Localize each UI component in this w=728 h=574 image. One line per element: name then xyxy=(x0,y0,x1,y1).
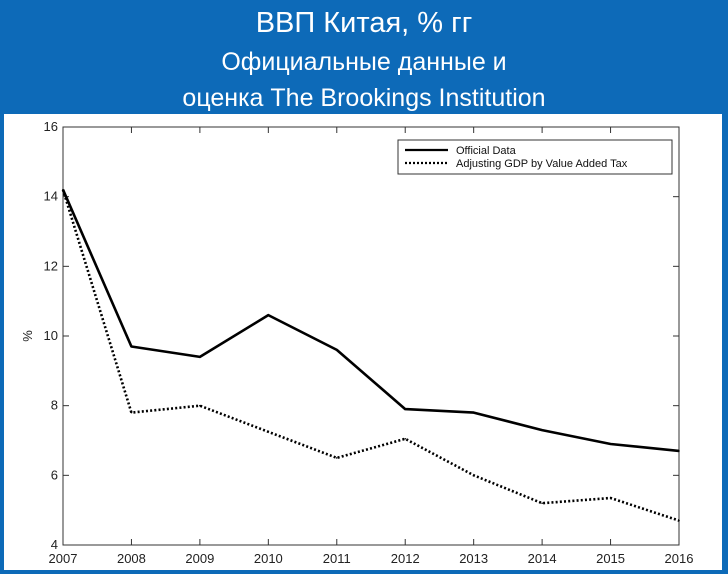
slide-title: ВВП Китая, % гг xyxy=(255,7,473,39)
x-tick-label: 2007 xyxy=(49,551,78,566)
legend-label-2: Adjusting GDP by Value Added Tax xyxy=(456,158,628,170)
y-axis-label: % xyxy=(20,330,35,342)
series-1-point xyxy=(130,345,133,348)
series-1-point xyxy=(609,443,612,445)
series-1-point xyxy=(678,450,680,452)
x-tick-label: 2011 xyxy=(323,551,351,566)
slide-subtitle-line-1: Официальные данные и xyxy=(221,48,507,76)
series-1-point xyxy=(267,314,270,316)
y-tick-label: 14 xyxy=(44,189,58,204)
series-1-point xyxy=(404,408,407,410)
chart-panel: % 4 6 8 10 12 14 16 2007 2008 2009 2010 2011 2012 201… xyxy=(4,114,722,570)
series-2-point xyxy=(130,411,133,414)
series-2-point xyxy=(678,519,680,522)
y-tick-label: 16 xyxy=(44,119,58,134)
x-tick-label: 2015 xyxy=(596,551,625,566)
slide-header: ВВП Китая, % гг Официальные данные и оце… xyxy=(0,0,728,114)
y-tick-label: 8 xyxy=(51,398,58,413)
x-tick-label: 2010 xyxy=(254,551,283,566)
x-tick-label: 2016 xyxy=(665,551,694,566)
series-2-point xyxy=(335,457,338,459)
y-tick-label: 6 xyxy=(51,467,58,482)
legend-label-1: Official Data xyxy=(456,145,517,157)
x-tick-label: 2013 xyxy=(459,551,488,566)
legend-box xyxy=(397,139,673,175)
slide-subtitle-line-2: оценка The Brookings Institution xyxy=(182,84,546,112)
series-2-point xyxy=(472,474,475,477)
y-tick-label: 12 xyxy=(44,258,58,273)
chart-axes: % xyxy=(20,126,680,546)
series-2-point xyxy=(62,188,64,191)
line-chart: % 4 6 8 10 12 14 16 2007 2008 2009 2010 2011 2012 201… xyxy=(20,119,694,566)
x-tick-label: 2008 xyxy=(117,551,146,566)
y-tick-label: 10 xyxy=(44,328,58,343)
series-2-point xyxy=(199,404,201,407)
series-2-point xyxy=(267,430,270,433)
x-tick-label: 2014 xyxy=(528,551,557,566)
series-1-point xyxy=(335,349,338,351)
x-tick-label: 2009 xyxy=(185,551,214,566)
x-tick-label: 2012 xyxy=(391,551,420,566)
chart-series xyxy=(61,188,680,522)
y-tick-label: 4 xyxy=(51,537,58,552)
series-2-point xyxy=(541,502,543,505)
series-2-point xyxy=(404,437,407,440)
series-1-point xyxy=(541,429,543,431)
series-line-1 xyxy=(61,189,680,453)
series-line-2 xyxy=(61,189,680,522)
series-2-point xyxy=(609,497,612,499)
series-1-point xyxy=(199,356,201,358)
chart-ticks: 4 6 8 10 12 14 16 2007 2008 2009 2010 2011 2012 2013 2… xyxy=(44,119,694,566)
plot-frame xyxy=(62,126,680,546)
series-1-point xyxy=(472,411,475,414)
